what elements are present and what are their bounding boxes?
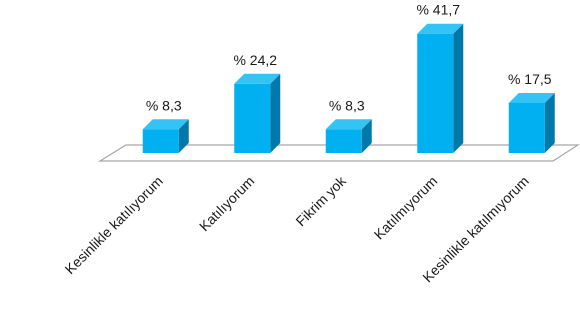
bar-top	[325, 119, 372, 130]
category-label: Katılıyorum	[196, 173, 257, 234]
bar	[508, 92, 555, 153]
category-label: Fikrim yok	[292, 172, 349, 229]
bar-front	[142, 129, 179, 153]
bar-front	[325, 129, 362, 153]
data-label: % 24,2	[233, 52, 277, 68]
bar-side	[361, 119, 372, 153]
data-label: % 17,5	[508, 71, 552, 87]
bar-top	[508, 92, 555, 103]
data-labels-group: % 8,3 % 24,2 % 8,3 % 41,7 % 17,5	[146, 2, 552, 114]
category-labels-group: Kesinlikle katılıyorum Katılıyorum Fikrim …	[62, 172, 532, 285]
bar-top	[142, 119, 189, 130]
bar-side	[453, 23, 464, 153]
category-label: Katılmıyorum	[371, 173, 441, 243]
category-label: Kesinlikle katılmıyorum	[419, 173, 532, 286]
bar	[325, 119, 372, 153]
data-label: % 8,3	[146, 97, 182, 113]
bar-front	[234, 83, 271, 153]
category-label: Kesinlikle katılıyorum	[62, 173, 166, 277]
bar-side	[178, 119, 189, 153]
bar	[417, 23, 464, 153]
data-label: % 41,7	[416, 2, 460, 18]
bar-front	[508, 102, 545, 153]
bar	[234, 73, 281, 153]
bar-front	[417, 33, 454, 153]
bar-side	[270, 73, 281, 153]
bars-group	[142, 23, 555, 153]
data-label: % 8,3	[329, 97, 365, 113]
bar-top	[417, 23, 464, 34]
bar-side	[544, 92, 555, 153]
bar	[142, 119, 189, 153]
bar-top	[234, 73, 281, 84]
